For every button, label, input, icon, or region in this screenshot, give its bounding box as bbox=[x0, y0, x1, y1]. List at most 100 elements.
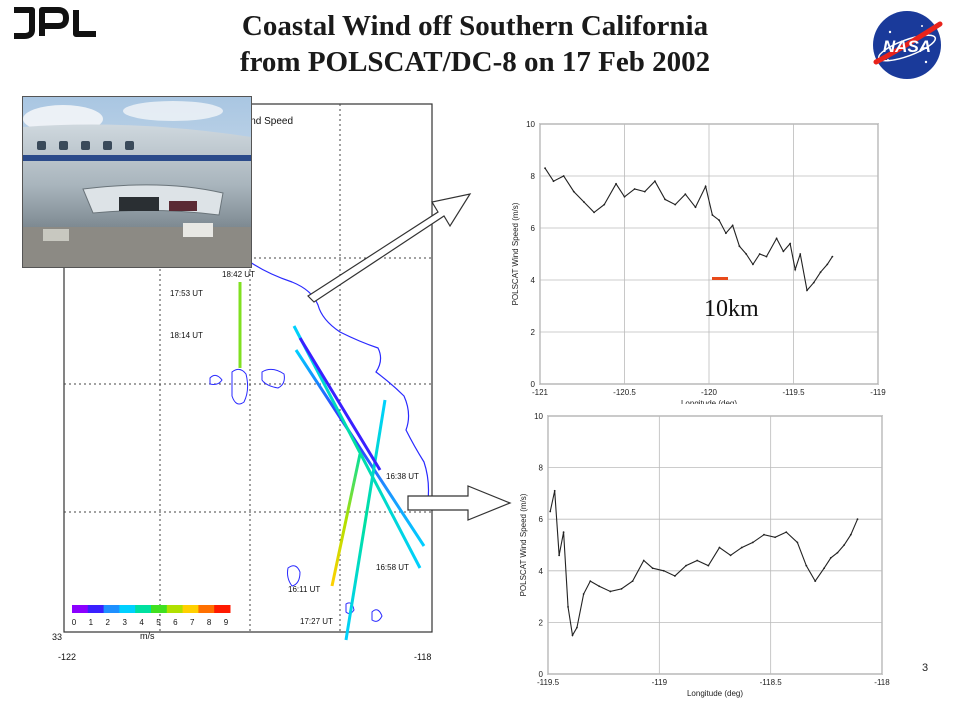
y-tick-label: 10 bbox=[526, 120, 535, 129]
data-point bbox=[765, 255, 768, 258]
colorbar-segment bbox=[182, 605, 199, 613]
x-tick-label: -121 bbox=[532, 388, 549, 397]
data-point bbox=[623, 195, 626, 198]
data-point bbox=[707, 564, 710, 567]
plot-frame bbox=[547, 415, 883, 675]
colorbar-segment bbox=[72, 605, 89, 613]
top-wind-chart: -121 -120.5 -120 -119.5 -119 0 2 4 6 8 10 Longitude… bbox=[511, 120, 886, 404]
data-point bbox=[558, 554, 561, 557]
data-point bbox=[763, 533, 765, 536]
data-point bbox=[651, 567, 654, 570]
data-point bbox=[620, 587, 623, 590]
data-point bbox=[654, 180, 656, 183]
data-point bbox=[731, 224, 734, 227]
data-point bbox=[738, 245, 741, 248]
colorbar-tick-label: 5 bbox=[156, 618, 161, 627]
x-tick-label: -119.5 bbox=[537, 678, 560, 687]
x-tick-label: -119 bbox=[870, 388, 886, 397]
y-tick-label: 8 bbox=[531, 172, 536, 181]
map-title-fragment: ind Speed bbox=[248, 116, 293, 127]
scale-bar bbox=[712, 277, 728, 280]
data-point bbox=[718, 546, 721, 549]
track-diag-d bbox=[344, 399, 387, 641]
colorbar-tick-label: 4 bbox=[139, 618, 144, 627]
data-point bbox=[572, 190, 575, 193]
colorbar-segment bbox=[119, 605, 136, 613]
data-point bbox=[782, 250, 785, 253]
aircraft-photo bbox=[22, 96, 252, 268]
arrow-to-top-chart bbox=[307, 193, 472, 303]
data-point bbox=[831, 255, 834, 258]
island-1 bbox=[231, 368, 249, 405]
y-tick-label: 2 bbox=[531, 328, 536, 337]
time-label: 17:53 UT bbox=[170, 289, 203, 298]
data-point bbox=[718, 219, 721, 222]
y-tick-label: 6 bbox=[539, 515, 544, 524]
data-point bbox=[662, 569, 665, 572]
island-3 bbox=[209, 374, 223, 385]
page-number: 3 bbox=[922, 662, 929, 674]
data-point bbox=[836, 551, 839, 554]
data-point bbox=[642, 559, 645, 562]
data-point bbox=[725, 232, 727, 235]
x-tick-label: -119 bbox=[652, 678, 668, 687]
map-y-tick: 33 bbox=[52, 632, 62, 642]
data-point bbox=[674, 203, 677, 206]
colorbar-segment bbox=[87, 605, 105, 613]
svg-text:NASA: NASA bbox=[883, 37, 931, 56]
island-6 bbox=[371, 609, 383, 622]
data-point bbox=[794, 268, 797, 271]
colorbar-tick-label: 7 bbox=[190, 618, 195, 627]
wind-speed-line bbox=[549, 490, 859, 637]
title-line-1: Coastal Wind off Southern California bbox=[241, 10, 709, 42]
colorbar-tick-label: 0 bbox=[72, 618, 77, 627]
data-point bbox=[789, 242, 792, 245]
colorbar-segment bbox=[166, 605, 184, 613]
data-point bbox=[583, 201, 585, 203]
data-point bbox=[603, 203, 606, 206]
data-point bbox=[745, 253, 748, 255]
data-point bbox=[826, 263, 829, 266]
data-point bbox=[593, 211, 595, 214]
x-axis-label: Longitude (deg) bbox=[687, 689, 743, 698]
data-point bbox=[674, 575, 676, 577]
time-label: 18:42 UT bbox=[222, 270, 255, 279]
jpl-logo bbox=[14, 7, 96, 39]
data-point bbox=[664, 198, 666, 201]
data-point bbox=[849, 533, 852, 536]
data-point bbox=[823, 567, 826, 570]
data-point bbox=[758, 253, 761, 255]
y-tick-label: 6 bbox=[531, 224, 536, 233]
colorbar: 0 1 2 3 4 5 6 7 8 9 bbox=[72, 605, 231, 627]
data-point bbox=[609, 590, 612, 593]
colorbar-tick-label: 6 bbox=[173, 618, 178, 627]
colorbar-segment bbox=[151, 605, 168, 613]
slide-title: Coastal Wind off Southern California fro… bbox=[150, 8, 800, 80]
island-5 bbox=[345, 602, 355, 615]
data-point bbox=[752, 263, 754, 266]
y-tick-label: 0 bbox=[539, 670, 544, 679]
data-point bbox=[829, 557, 832, 559]
data-point bbox=[799, 253, 802, 255]
data-point bbox=[562, 175, 565, 177]
time-label: 18:14 UT bbox=[170, 331, 203, 340]
data-point bbox=[814, 580, 817, 583]
x-axis-label: Longitude (deg) bbox=[681, 399, 737, 404]
colorbar-tick-label: 8 bbox=[207, 618, 212, 627]
time-label: 16:58 UT bbox=[376, 563, 409, 572]
title-line-2: from POLSCAT/DC-8 on 17 Feb 2002 bbox=[239, 46, 711, 78]
data-point bbox=[615, 182, 617, 185]
x-tick-label: -118 bbox=[874, 678, 890, 687]
data-point bbox=[740, 546, 743, 549]
island-2 bbox=[261, 368, 285, 389]
data-point bbox=[856, 518, 859, 521]
data-point bbox=[685, 564, 687, 567]
data-point bbox=[633, 188, 636, 190]
track-diag-b bbox=[292, 325, 422, 569]
data-point bbox=[567, 606, 569, 608]
data-point bbox=[775, 237, 778, 240]
island-4 bbox=[287, 565, 301, 587]
data-point bbox=[582, 593, 585, 595]
x-tick-label: -120 bbox=[701, 388, 718, 397]
colorbar-segment bbox=[103, 605, 120, 613]
